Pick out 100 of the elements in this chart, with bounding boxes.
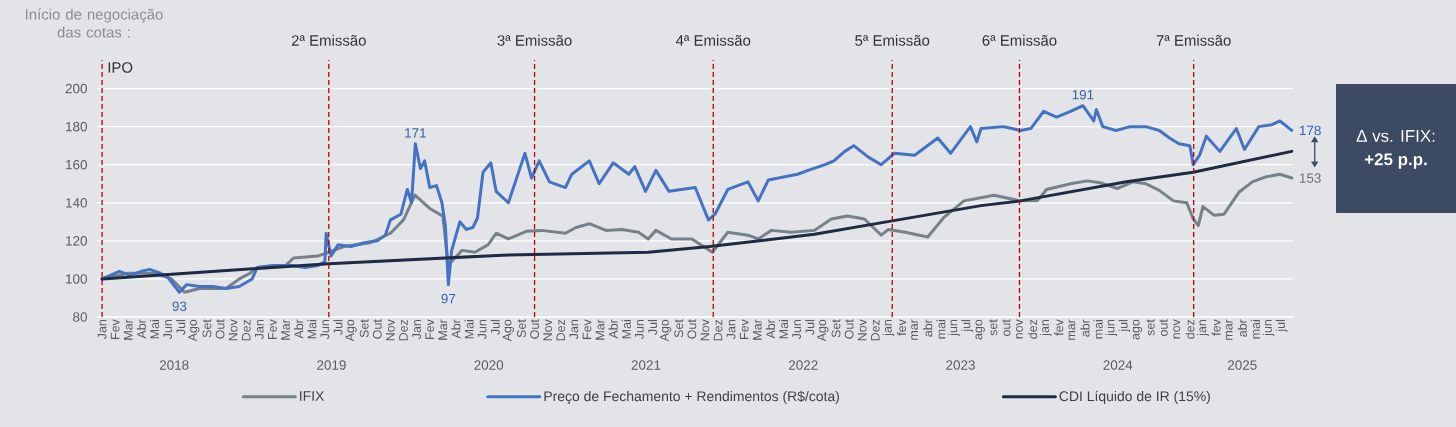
x-tick-label: Dez [713,319,723,341]
y-tick-label: 80 [73,312,87,322]
x-tick-label: Abr [451,319,461,339]
x-tick-label: Out [687,319,697,339]
text: Início de negociação das cotas : [26,8,163,38]
ref-line-label: 6ª Emissão [982,34,1057,46]
x-tick-label: Ago [502,319,514,342]
x-tick-label: Mai [621,320,631,339]
y-tick-label: 120 [66,236,87,246]
x-tick-label: mar [1225,319,1233,340]
legend-label: Preço de Fechamento + Rendimentos (R$/cota) [544,390,839,405]
x-tick-label: Nov [700,319,710,341]
x-tick-label: Jun [320,320,330,340]
ref-line-label: 5ª Emissão [855,34,930,46]
x-tick-label: ago [975,319,985,340]
x-tick-label: Mai [779,320,789,339]
x-tick-label: mar [911,319,919,340]
x-tick-label: Fev [268,319,277,339]
annotation: 93 [172,301,187,311]
legend-label: CDI Líquido de IR (15%) [1059,390,1210,404]
annotation: 153 [1299,173,1321,183]
x-tick-label: Abr [294,319,304,339]
annotation: 191 [1072,89,1094,100]
x-tick-label: Abr [608,319,618,339]
x-tick-label: dez [1185,319,1195,339]
y-tick-label: 180 [66,121,87,132]
x-tick-label: Jun [163,320,172,340]
y-tick-label: 160 [66,159,87,170]
x-tick-label: jan [882,320,895,337]
legend-label: IFIX [300,391,325,401]
x-tick-label: fev [1054,319,1064,336]
x-tick-label: Mar [281,319,290,340]
y-tick-label: 140 [66,198,87,208]
x-tick-label: out [1159,319,1168,336]
ref-line-label: 7ª Emissão [1156,34,1231,46]
x-tick-label: nov [1016,319,1023,339]
x-tick-label: Fev [110,319,120,339]
ref-line-label: 2ª Emissão [291,34,366,46]
x-tick-label: jul [961,320,973,332]
annotation: 171 [405,128,426,138]
x-tick-label: jul [1118,320,1131,332]
x-tick-label: set [989,319,998,336]
x-tick-label: Nov [386,319,395,341]
x-tick-label: Mar [595,319,605,340]
x-tick-label: Nov [857,319,867,341]
x-tick-label: Mar [438,319,448,340]
x-tick-label: Set [202,319,212,338]
x-tick-label: Jan [569,320,579,340]
x-tick-label: jun [1262,320,1275,337]
line-series [100,149,1294,281]
x-tick-label: Jul [490,320,500,335]
text: 2024 [1103,360,1133,370]
x-tick-label: Dez [241,319,251,341]
x-tick-label: Nov [228,319,238,341]
x-tick-label: Out [372,319,382,339]
x-tick-label: Ago [345,319,357,342]
x-tick-label: jun [1105,320,1118,337]
x-tick-label: jan [1197,320,1209,337]
text: Δ vs. IFIX: [1356,130,1435,142]
x-tick-label: mai [1250,320,1260,339]
ref-line-label: 3ª Emissão [497,34,572,46]
y-tick-label: 200 [65,83,87,94]
x-tick-label: Abr [136,319,146,339]
x-tick-label: Jul [805,320,815,335]
x-tick-label: Fev [425,319,435,339]
x-tick-label: Nov [543,319,553,341]
x-tick-label: Out [215,319,225,339]
x-tick-label: abr [1237,319,1247,337]
x-tick-label: Mai [464,320,474,339]
ref-line-label: IPO [108,62,133,73]
x-tick-label: Mai [307,320,317,339]
text: 2020 [474,360,504,370]
x-tick-label: Jan [726,320,736,340]
text: 2018 [159,360,189,370]
x-tick-label: Fev [739,319,749,339]
x-tick-label: Jul [647,320,658,335]
x-tick-label: Ago [660,319,672,342]
x-tick-label: Set [359,319,369,338]
x-tick-label: jul [1275,320,1288,332]
x-tick-label: Jun [792,320,802,340]
x-tick-label: Set [831,319,841,338]
x-tick-label: dez [1028,319,1038,339]
annotation: 97 [441,293,456,304]
x-tick-label: Ago [188,319,200,342]
x-tick-label: fev [1211,319,1221,336]
text: 2025 [1227,360,1257,370]
x-tick-label: jan [1039,320,1052,337]
x-tick-label: mai [1093,320,1103,339]
text: 2023 [946,360,975,370]
x-tick-label: Out [530,319,539,339]
x-tick-label: Abr [765,319,776,339]
x-tick-label: mai [936,320,946,339]
x-tick-label: Dez [870,319,880,341]
text: +25 p.p. [1364,153,1427,169]
annotation: 178 [1299,125,1321,136]
x-tick-label: nov [1173,319,1181,339]
x-tick-label: set [1146,319,1155,336]
text: 2019 [317,360,346,370]
x-tick-label: Dez [399,319,408,341]
x-tick-label: Jun [635,320,644,340]
